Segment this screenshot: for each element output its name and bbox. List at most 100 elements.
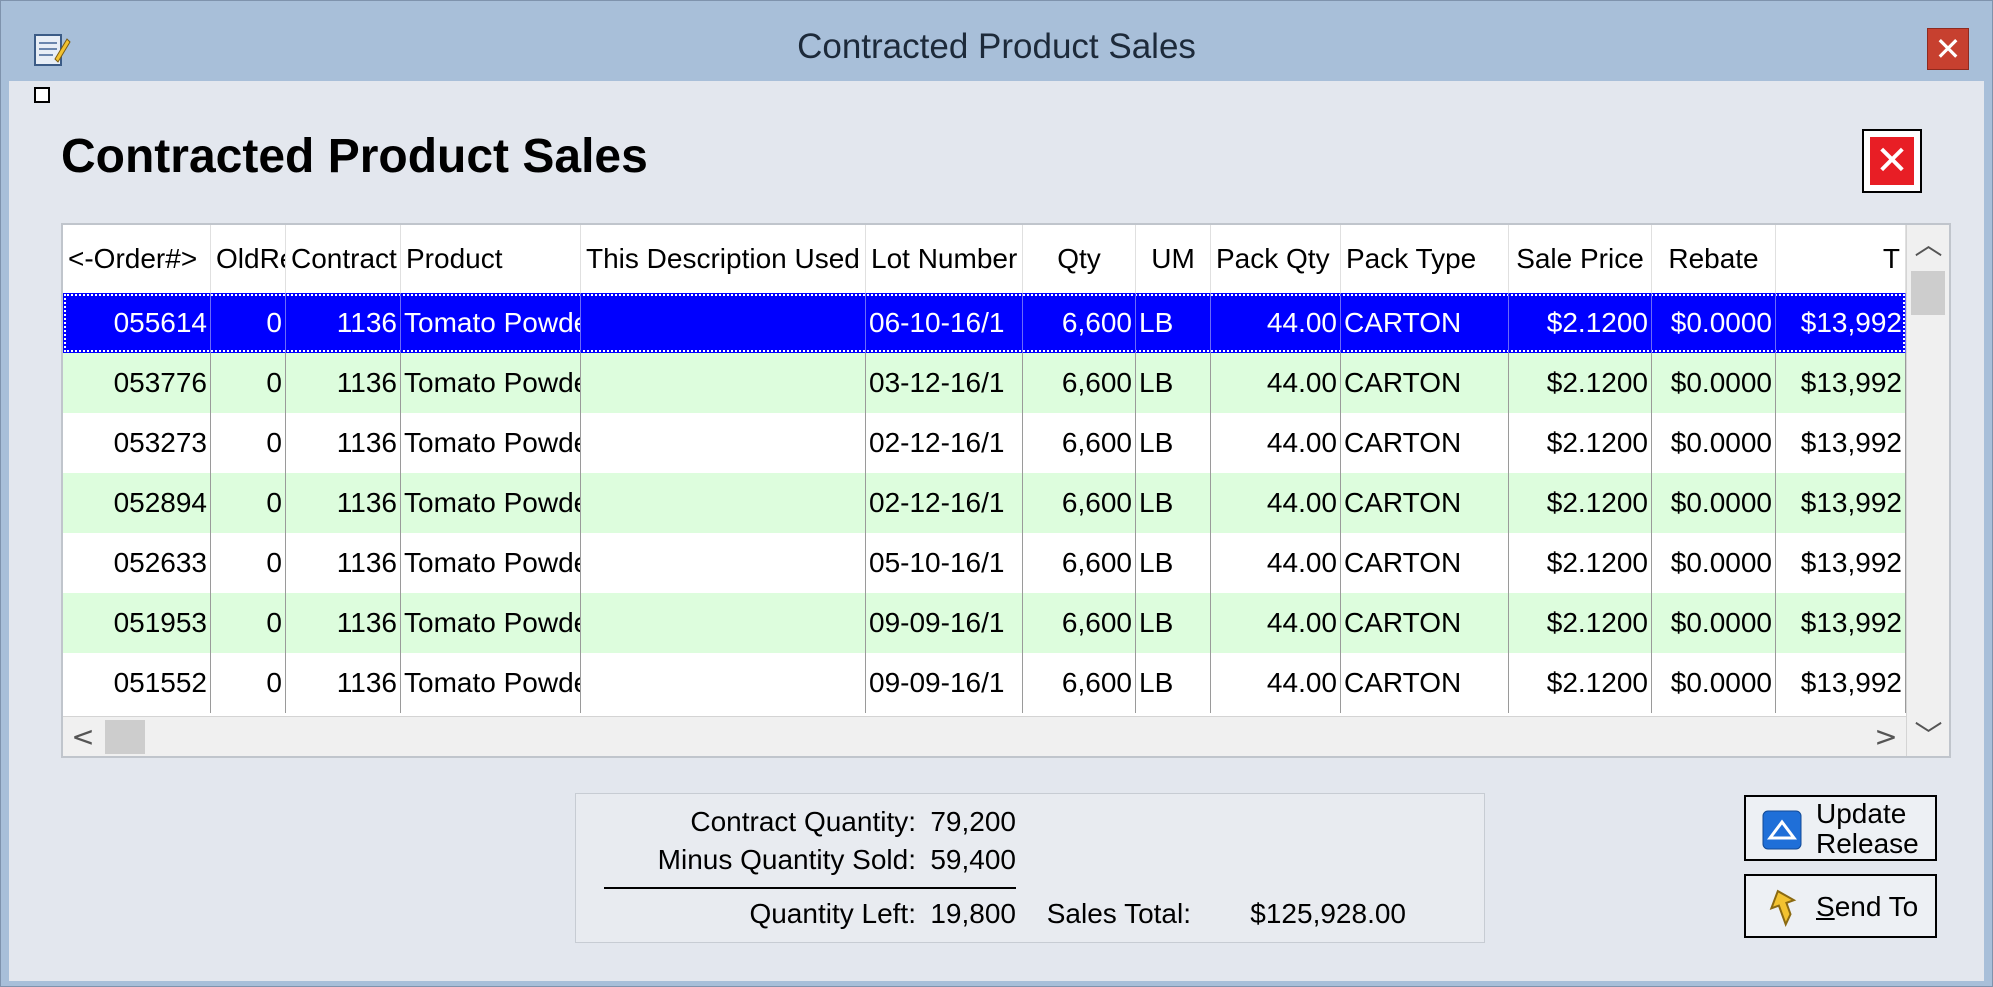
column-header-contract[interactable]: Contract — [286, 225, 401, 293]
horizontal-scroll-thumb[interactable] — [105, 720, 145, 754]
cell-lot[interactable]: 02-12-16/1 — [866, 473, 1023, 533]
cell-desc[interactable] — [581, 353, 866, 413]
cell-qty[interactable]: 6,600 — [1023, 533, 1136, 593]
cell-contract[interactable]: 1136 — [286, 593, 401, 653]
cell-price[interactable]: $2.1200 — [1509, 473, 1652, 533]
column-header-description[interactable]: This Description Used — [581, 225, 866, 293]
cell-product[interactable]: Tomato Powde — [401, 473, 581, 533]
cell-packqty[interactable]: 44.00 — [1211, 353, 1341, 413]
column-header-order[interactable]: <-Order#> — [63, 225, 211, 293]
cell-desc[interactable] — [581, 473, 866, 533]
cell-qty[interactable]: 6,600 — [1023, 593, 1136, 653]
vertical-scroll-thumb[interactable] — [1911, 271, 1945, 315]
cell-packqty[interactable]: 44.00 — [1211, 653, 1341, 713]
cell-oldre[interactable]: 0 — [211, 593, 286, 653]
cell-qty[interactable]: 6,600 — [1023, 473, 1136, 533]
cell-contract[interactable]: 1136 — [286, 353, 401, 413]
cell-lot[interactable]: 09-09-16/1 — [866, 593, 1023, 653]
cell-packtype[interactable]: CARTON — [1341, 533, 1509, 593]
cell-contract[interactable]: 1136 — [286, 413, 401, 473]
table-row[interactable]: 052894 0 1136 Tomato Powde 02-12-16/1 6,600 LB… — [63, 473, 1906, 533]
cell-lot[interactable]: 05-10-16/1 — [866, 533, 1023, 593]
column-header-packtype[interactable]: Pack Type — [1341, 225, 1509, 293]
cell-order[interactable]: 053273 — [63, 413, 211, 473]
cell-contract[interactable]: 1136 — [286, 533, 401, 593]
cell-packtype[interactable]: CARTON — [1341, 653, 1509, 713]
cell-desc[interactable] — [581, 293, 866, 353]
cell-rebate[interactable]: $0.0000 — [1652, 533, 1776, 593]
cell-packtype[interactable]: CARTON — [1341, 593, 1509, 653]
column-header-rebate[interactable]: Rebate — [1652, 225, 1776, 293]
cell-um[interactable]: LB — [1136, 353, 1211, 413]
cell-packqty[interactable]: 44.00 — [1211, 533, 1341, 593]
cell-price[interactable]: $2.1200 — [1509, 653, 1652, 713]
cell-total[interactable]: $13,992 — [1776, 593, 1906, 653]
cell-product[interactable]: Tomato Powde — [401, 533, 581, 593]
cell-order[interactable]: 051552 — [63, 653, 211, 713]
cell-packtype[interactable]: CARTON — [1341, 353, 1509, 413]
form-close-button[interactable]: ✕ — [1862, 129, 1922, 193]
cell-order[interactable]: 053776 — [63, 353, 211, 413]
cell-um[interactable]: LB — [1136, 293, 1211, 353]
cell-um[interactable]: LB — [1136, 533, 1211, 593]
cell-qty[interactable]: 6,600 — [1023, 653, 1136, 713]
table-row[interactable]: 051953 0 1136 Tomato Powde 09-09-16/1 6,600 LB… — [63, 593, 1906, 653]
cell-oldre[interactable]: 0 — [211, 533, 286, 593]
cell-desc[interactable] — [581, 413, 866, 473]
column-header-saleprice[interactable]: Sale Price — [1509, 225, 1652, 293]
cell-total[interactable]: $13,992 — [1776, 293, 1906, 353]
table-row[interactable]: 051552 0 1136 Tomato Powde 09-09-16/1 6,600 LB… — [63, 653, 1906, 713]
cell-desc[interactable] — [581, 653, 866, 713]
cell-total[interactable]: $13,992 — [1776, 653, 1906, 713]
cell-lot[interactable]: 06-10-16/1 — [866, 293, 1023, 353]
cell-price[interactable]: $2.1200 — [1509, 293, 1652, 353]
cell-qty[interactable]: 6,600 — [1023, 413, 1136, 473]
vertical-scrollbar[interactable]: ︿ ﹀ — [1906, 225, 1949, 756]
cell-product[interactable]: Tomato Powde — [401, 413, 581, 473]
table-row[interactable]: 052633 0 1136 Tomato Powde 05-10-16/1 6,600 LB… — [63, 533, 1906, 593]
cell-packqty[interactable]: 44.00 — [1211, 473, 1341, 533]
column-header-qty[interactable]: Qty — [1023, 225, 1136, 293]
horizontal-scrollbar[interactable]: < > — [63, 716, 1906, 756]
cell-packtype[interactable]: CARTON — [1341, 413, 1509, 473]
cell-price[interactable]: $2.1200 — [1509, 353, 1652, 413]
cell-order[interactable]: 052633 — [63, 533, 211, 593]
cell-contract[interactable]: 1136 — [286, 653, 401, 713]
cell-price[interactable]: $2.1200 — [1509, 533, 1652, 593]
cell-order[interactable]: 051953 — [63, 593, 211, 653]
scroll-right-icon[interactable]: > — [1874, 720, 1898, 753]
cell-desc[interactable] — [581, 593, 866, 653]
cell-price[interactable]: $2.1200 — [1509, 593, 1652, 653]
cell-rebate[interactable]: $0.0000 — [1652, 473, 1776, 533]
cell-total[interactable]: $13,992 — [1776, 533, 1906, 593]
cell-oldre[interactable]: 0 — [211, 653, 286, 713]
sales-grid[interactable]: <-Order#> OldRe Contract Product This De… — [61, 223, 1951, 758]
cell-product[interactable]: Tomato Powde — [401, 593, 581, 653]
cell-rebate[interactable]: $0.0000 — [1652, 413, 1776, 473]
cell-product[interactable]: Tomato Powde — [401, 353, 581, 413]
column-header-product[interactable]: Product — [401, 225, 581, 293]
cell-total[interactable]: $13,992 — [1776, 413, 1906, 473]
table-row[interactable]: 053776 0 1136 Tomato Powde 03-12-16/1 6,600 LB… — [63, 353, 1906, 413]
table-row[interactable]: 055614 0 1136 Tomato Powde 06-10-16/1 6,600 LB… — [63, 293, 1906, 353]
cell-oldre[interactable]: 0 — [211, 353, 286, 413]
cell-lot[interactable]: 09-09-16/1 — [866, 653, 1023, 713]
cell-um[interactable]: LB — [1136, 473, 1211, 533]
cell-qty[interactable]: 6,600 — [1023, 293, 1136, 353]
scroll-left-icon[interactable]: < — [71, 720, 95, 753]
cell-rebate[interactable]: $0.0000 — [1652, 353, 1776, 413]
cell-um[interactable]: LB — [1136, 653, 1211, 713]
cell-lot[interactable]: 02-12-16/1 — [866, 413, 1023, 473]
cell-packqty[interactable]: 44.00 — [1211, 293, 1341, 353]
column-header-lot[interactable]: Lot Number — [866, 225, 1023, 293]
title-bar[interactable]: Contracted Product Sales ✕ — [1, 1, 1992, 81]
cell-oldre[interactable]: 0 — [211, 413, 286, 473]
cell-rebate[interactable]: $0.0000 — [1652, 293, 1776, 353]
cell-rebate[interactable]: $0.0000 — [1652, 593, 1776, 653]
cell-lot[interactable]: 03-12-16/1 — [866, 353, 1023, 413]
cell-qty[interactable]: 6,600 — [1023, 353, 1136, 413]
cell-product[interactable]: Tomato Powde — [401, 293, 581, 353]
cell-rebate[interactable]: $0.0000 — [1652, 653, 1776, 713]
cell-total[interactable]: $13,992 — [1776, 353, 1906, 413]
column-header-total[interactable]: T — [1776, 225, 1906, 293]
